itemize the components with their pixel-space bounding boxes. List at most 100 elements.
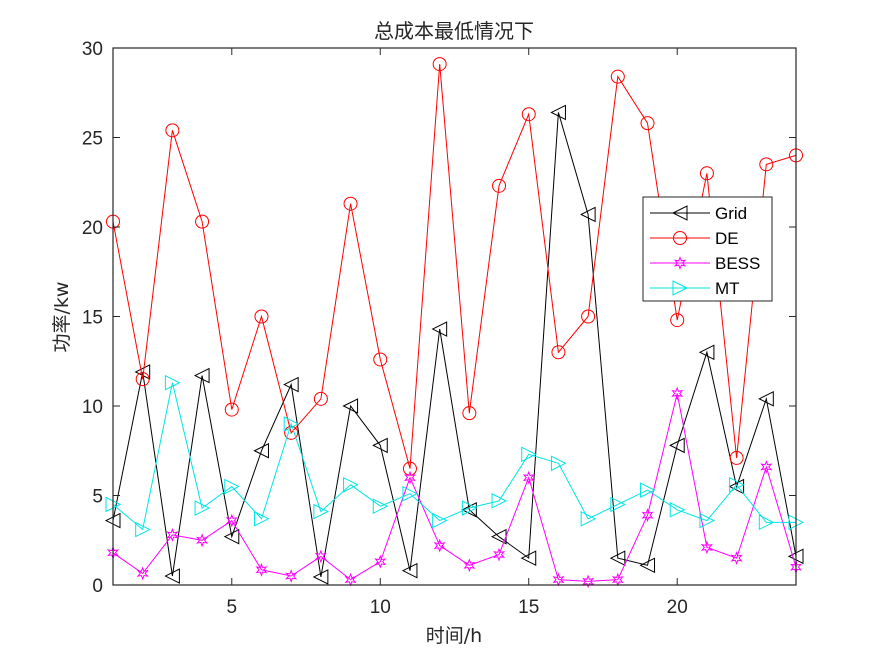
triangle-right-marker-icon bbox=[758, 514, 775, 531]
series-line bbox=[112, 382, 796, 531]
plot-area bbox=[104, 57, 805, 589]
triangle-left-marker-icon bbox=[223, 528, 240, 545]
y-tick-label: 5 bbox=[92, 487, 103, 508]
triangle-right-marker-icon bbox=[224, 478, 240, 495]
triangle-right-marker-icon bbox=[491, 493, 508, 509]
triangle-left-marker-icon bbox=[520, 550, 537, 566]
hexagram-marker-icon bbox=[314, 549, 327, 564]
hexagram-marker-icon bbox=[582, 574, 595, 589]
triangle-left-marker-icon bbox=[401, 562, 418, 579]
y-axis-label: 功率/kw bbox=[51, 282, 73, 353]
axes-frame bbox=[112, 47, 797, 586]
triangle-right-marker-icon bbox=[164, 374, 181, 391]
triangle-right-marker-icon bbox=[699, 512, 716, 529]
series-mt bbox=[105, 374, 805, 538]
triangle-left-marker-icon bbox=[431, 321, 448, 337]
hexagram-marker-icon bbox=[730, 551, 743, 566]
legend-box bbox=[642, 196, 773, 302]
triangle-right-marker-icon bbox=[402, 485, 419, 502]
triangle-left-marker-icon bbox=[669, 437, 685, 454]
circle-marker-icon bbox=[759, 157, 774, 172]
triangle-right-marker-icon bbox=[432, 512, 448, 529]
legend-label: BESS bbox=[715, 254, 760, 273]
triangle-left-marker-icon bbox=[550, 104, 566, 121]
circle-marker-icon bbox=[343, 196, 358, 211]
triangle-left-marker-icon bbox=[639, 557, 656, 574]
hexagram-marker-icon bbox=[700, 540, 713, 555]
triangle-left-marker-icon bbox=[312, 569, 329, 585]
triangle-right-marker-icon bbox=[372, 498, 389, 515]
legend-label: DE bbox=[715, 229, 739, 248]
triangle-left-marker-icon bbox=[758, 391, 774, 407]
hexagram-marker-icon bbox=[374, 554, 387, 569]
hexagram-marker-icon bbox=[403, 470, 416, 485]
triangle-left-marker-icon bbox=[253, 442, 269, 459]
y-tick-label: 10 bbox=[82, 397, 103, 418]
y-tick-label: 20 bbox=[82, 218, 103, 239]
triangle-left-marker-icon bbox=[193, 367, 210, 384]
triangle-right-marker-icon bbox=[729, 476, 745, 493]
circle-marker-icon bbox=[284, 425, 299, 440]
triangle-right-marker-icon bbox=[521, 446, 537, 463]
triangle-left-marker-icon bbox=[342, 398, 359, 414]
hexagram-marker-icon bbox=[522, 470, 535, 485]
y-tick-label: 30 bbox=[82, 39, 103, 60]
circle-marker-icon bbox=[551, 345, 566, 360]
series-line bbox=[112, 112, 797, 577]
legend-hexagram-icon bbox=[673, 256, 687, 270]
triangle-left-marker-icon bbox=[580, 206, 596, 223]
series-line bbox=[112, 393, 797, 582]
circle-marker-icon bbox=[581, 309, 596, 324]
legend-label: Grid bbox=[715, 204, 747, 223]
legend-circle-icon bbox=[673, 231, 687, 245]
circle-marker-icon bbox=[729, 450, 744, 465]
triangle-right-marker-icon bbox=[669, 502, 686, 518]
circle-marker-icon bbox=[462, 406, 477, 421]
triangle-right-marker-icon bbox=[610, 496, 626, 513]
hexagram-marker-icon bbox=[285, 569, 298, 583]
legend-item-mt: MT bbox=[650, 279, 740, 298]
triangle-right-marker-icon bbox=[580, 510, 597, 527]
triangle-left-marker-icon bbox=[609, 550, 626, 566]
circle-marker-icon bbox=[254, 309, 269, 324]
triangle-left-marker-icon bbox=[728, 478, 745, 495]
series-bess bbox=[106, 386, 803, 589]
triangle-left-marker-icon bbox=[283, 376, 299, 393]
circle-marker-icon bbox=[195, 214, 210, 229]
circle-marker-icon bbox=[699, 166, 714, 181]
y-tick-label: 15 bbox=[82, 308, 103, 329]
legend-triangle-left-icon bbox=[671, 205, 688, 221]
triangle-right-marker-icon bbox=[313, 503, 329, 520]
circle-marker-icon bbox=[373, 352, 388, 367]
y-tick-label: 0 bbox=[92, 576, 103, 597]
hexagram-marker-icon bbox=[760, 459, 773, 474]
x-tick-label: 20 bbox=[667, 597, 688, 618]
legend-triangle-right-icon bbox=[672, 280, 689, 296]
circle-marker-icon bbox=[432, 57, 447, 72]
triangle-right-marker-icon bbox=[283, 416, 300, 432]
hexagram-marker-icon bbox=[166, 527, 179, 542]
circle-marker-icon bbox=[492, 178, 507, 193]
circle-marker-icon bbox=[135, 372, 150, 387]
circle-marker-icon bbox=[224, 402, 239, 417]
triangle-right-marker-icon bbox=[253, 510, 270, 527]
legend-item-grid: Grid bbox=[650, 204, 747, 223]
circle-marker-icon bbox=[313, 391, 328, 406]
triangle-left-marker-icon bbox=[698, 344, 715, 361]
legend-item-bess: BESS bbox=[650, 254, 760, 273]
triangle-right-marker-icon bbox=[135, 521, 151, 538]
x-tick-label: 10 bbox=[370, 597, 391, 618]
axis-ticks: 5 10 15 20 0 5 10 15 20 25 30 bbox=[82, 39, 796, 618]
circle-marker-icon bbox=[640, 116, 655, 131]
legend-label: MT bbox=[715, 279, 740, 298]
x-tick-label: 5 bbox=[226, 597, 237, 618]
circle-marker-icon bbox=[670, 313, 685, 328]
circle-marker-icon bbox=[610, 69, 625, 84]
hexagram-marker-icon bbox=[671, 386, 684, 401]
chart-title: 总成本最低情况下 bbox=[374, 19, 534, 43]
triangle-right-marker-icon bbox=[550, 455, 567, 472]
hexagram-marker-icon bbox=[255, 562, 268, 577]
circle-marker-icon bbox=[521, 107, 536, 122]
triangle-left-marker-icon bbox=[461, 502, 477, 518]
